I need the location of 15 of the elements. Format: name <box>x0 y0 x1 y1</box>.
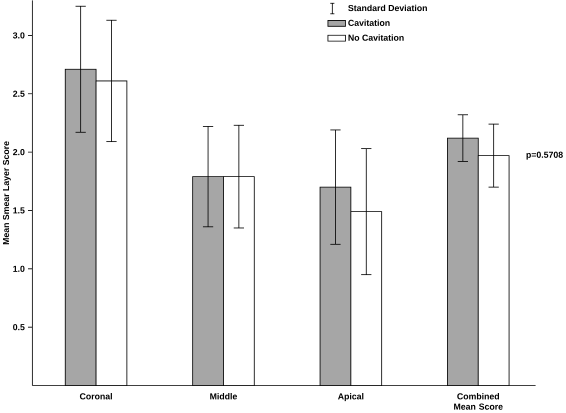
y-tick-label: 2.5 <box>13 90 25 98</box>
y-tick-label: 3.0 <box>12 32 25 39</box>
x-tick-label: Middle <box>210 393 237 400</box>
y-tick-label: 1.0 <box>13 266 25 272</box>
x-tick-label: Coronal <box>80 393 112 400</box>
y-axis-title: Mean Smear Layer Score <box>2 142 11 244</box>
annotation: p=0.5708 <box>526 152 563 160</box>
x-tick-label: Combined Mean Score <box>454 393 503 410</box>
annotation: Standard Deviation <box>348 4 427 12</box>
y-tick-label: 1.5 <box>13 208 25 214</box>
legend-label: Cavitation <box>348 20 390 26</box>
y-tick-label: 2.0 <box>13 149 25 156</box>
y-tick-label: 0.5 <box>13 324 25 330</box>
x-tick-label: Apical <box>338 393 364 402</box>
legend-label: No Cavitation <box>348 34 404 41</box>
